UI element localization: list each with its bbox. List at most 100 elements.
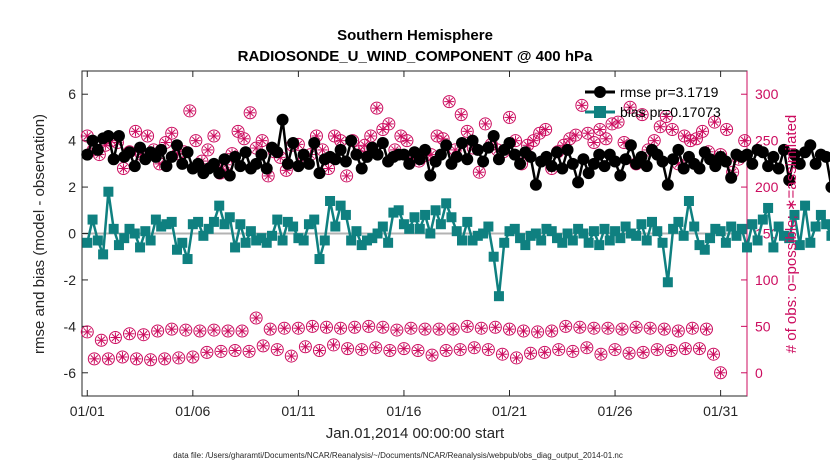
obs-possible-marker (454, 108, 468, 122)
obs-possible-marker (545, 324, 559, 338)
obs-assimilated-marker (511, 352, 522, 363)
asterisk-stroke (681, 344, 690, 353)
asterisk-stroke (385, 346, 394, 355)
rmse-marker (577, 153, 590, 166)
rmse-marker (661, 178, 674, 191)
rmse-marker (397, 148, 410, 161)
asterisk-stroke (695, 344, 704, 353)
obs-possible-marker (720, 123, 734, 136)
obs-possible-marker (256, 339, 270, 353)
obs-assimilated-marker (617, 324, 628, 335)
rmse-marker (471, 143, 484, 156)
rmse-marker (207, 157, 220, 170)
bias-marker (567, 235, 578, 246)
obs-possible-marker (587, 136, 601, 149)
obs-assimilated-marker (546, 326, 557, 336)
bias-marker (525, 230, 536, 241)
rmse-marker (566, 157, 579, 170)
obs-assimilated-marker (444, 96, 455, 107)
rmse-marker (234, 160, 247, 173)
bias-marker (810, 221, 821, 232)
x-tick-label: 01/21 (492, 403, 527, 419)
obs-possible-marker (442, 95, 456, 109)
bias-marker (726, 221, 737, 232)
obs-assimilated-marker (480, 118, 491, 129)
obs-possible-marker (172, 351, 186, 365)
asterisk-stroke (240, 134, 248, 143)
asterisk-stroke (421, 325, 429, 333)
bias-marker (383, 237, 394, 248)
obs-possible-marker (362, 319, 376, 333)
rmse-marker (419, 143, 432, 156)
obs-possible-marker (189, 134, 203, 148)
obs-possible-marker (587, 321, 601, 335)
rmse-marker (482, 141, 495, 154)
asterisk-stroke (498, 350, 507, 359)
obs-assimilated-marker (673, 326, 684, 336)
rmse-marker (239, 146, 252, 159)
rmse-marker (540, 150, 553, 163)
obs-assimilated-marker (237, 326, 248, 336)
asterisk-stroke (185, 107, 194, 115)
bias-marker (367, 233, 378, 244)
bias-marker (309, 214, 320, 225)
asterisk-stroke (475, 168, 484, 177)
asterisk-stroke (372, 104, 381, 112)
x-tick-label: 01/31 (703, 403, 738, 419)
bias-marker (398, 219, 409, 230)
asterisk-stroke (104, 355, 113, 363)
asterisk-stroke (181, 326, 190, 334)
obs-possible-marker (559, 319, 573, 333)
obs-possible-marker (615, 322, 629, 336)
bias-marker (224, 212, 235, 223)
obs-assimilated-marker (145, 354, 156, 365)
bias-marker (483, 221, 494, 232)
rmse-marker (741, 148, 753, 161)
bias-marker (821, 219, 830, 230)
asterisk-stroke (519, 327, 528, 335)
rmse-marker (767, 150, 780, 163)
obs-assimilated-marker (342, 343, 353, 354)
obs-possible-marker (538, 345, 552, 359)
asterisk-stroke (366, 132, 375, 140)
obs-assimilated-marker (233, 126, 244, 137)
obs-possible-marker (221, 324, 235, 338)
asterisk-stroke (322, 323, 331, 332)
obs-assimilated-marker (341, 170, 352, 181)
asterisk-stroke (583, 343, 591, 352)
obs-possible-marker (608, 343, 622, 357)
obs-possible-marker (573, 320, 587, 334)
obs-possible-marker (738, 134, 752, 148)
asterisk-stroke (245, 347, 253, 356)
asterisk-stroke (439, 134, 447, 143)
obs-possible-marker (370, 101, 384, 115)
rmse-marker (376, 136, 389, 149)
asterisk-stroke (702, 325, 711, 333)
obs-possible-marker (594, 347, 608, 361)
bias-marker (98, 249, 109, 260)
obs-possible-marker (193, 324, 207, 338)
bias-marker (261, 237, 272, 248)
x-tick-label: 01/26 (598, 403, 633, 419)
asterisk-stroke (646, 324, 655, 333)
rmse-marker (334, 143, 347, 156)
obs-possible-marker (179, 323, 193, 337)
bias-marker (631, 230, 642, 241)
obs-possible-marker (418, 322, 432, 336)
obs-possible-marker (312, 344, 326, 357)
asterisk-stroke (578, 101, 586, 110)
y-right-tick-label: 100 (755, 272, 779, 288)
asterisk-stroke (638, 110, 647, 119)
asterisk-stroke (680, 132, 689, 140)
obs-possible-marker (101, 352, 115, 366)
bias-marker (736, 223, 747, 234)
rmse-marker (572, 176, 585, 189)
obs-assimilated-marker (391, 325, 402, 336)
obs-possible-marker (397, 342, 411, 356)
rmse-marker (756, 146, 769, 159)
x-tick-label: 01/11 (281, 403, 315, 419)
bias-marker (208, 216, 219, 227)
rmse-marker (772, 162, 785, 175)
bias-marker (319, 235, 330, 246)
rmse-marker (181, 146, 194, 159)
